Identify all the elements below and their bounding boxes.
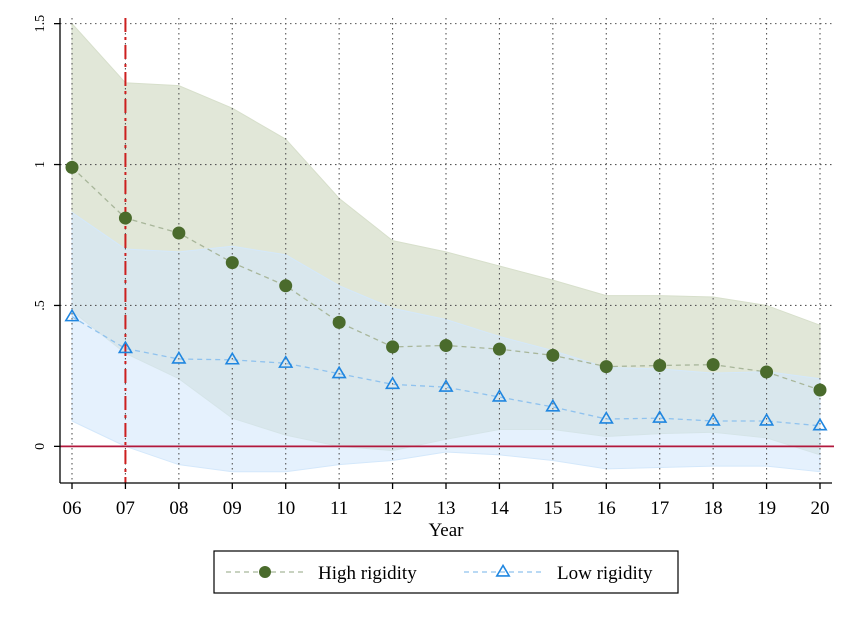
point-1-06 (64, 308, 80, 322)
point-0-17 (653, 358, 667, 372)
legend-label-low-rigidity: Low rigidity (557, 563, 653, 584)
point-0-12 (386, 340, 400, 354)
x-tick-label-08: 08 (169, 498, 188, 519)
point-1-16 (598, 410, 614, 424)
x-tick-label-07: 07 (116, 498, 135, 519)
point-1-08 (171, 350, 187, 364)
point-1-11 (331, 365, 347, 379)
x-tick-label-16: 16 (597, 498, 616, 519)
point-1-18 (705, 412, 721, 426)
x-tick-label-17: 17 (650, 498, 669, 519)
x-tick-label-10: 10 (276, 498, 295, 519)
y-tick-label-1: .5 (33, 300, 48, 311)
point-0-08 (172, 226, 186, 240)
point-0-10 (279, 279, 293, 293)
x-tick-label-09: 09 (223, 498, 242, 519)
point-0-18 (706, 358, 720, 372)
legend-box (213, 550, 679, 594)
y-tick-label-3: 1.5 (33, 15, 48, 33)
x-tick-label-20: 20 (811, 498, 830, 519)
x-axis-title: Year (428, 520, 464, 541)
x-tick-label-14: 14 (490, 498, 510, 519)
point-1-09 (224, 351, 240, 365)
point-1-13 (438, 379, 454, 392)
legend-marker-high-rigidity (259, 566, 271, 578)
point-0-07 (118, 211, 132, 225)
point-1-20 (812, 417, 828, 431)
legend-label-high-rigidity: High rigidity (318, 563, 417, 584)
point-0-13 (439, 338, 453, 352)
x-tick-label-19: 19 (757, 498, 776, 519)
x-tick-label-11: 11 (330, 498, 348, 519)
x-tick-label-12: 12 (383, 498, 402, 519)
point-1-07 (117, 340, 134, 354)
point-0-20 (813, 383, 827, 397)
point-0-16 (599, 360, 613, 374)
point-1-19 (758, 412, 775, 426)
point-0-09 (225, 256, 239, 270)
x-tick-label-18: 18 (704, 498, 723, 519)
point-1-17 (652, 410, 668, 423)
point-0-06 (65, 160, 79, 174)
x-tick-label-06: 06 (63, 498, 82, 519)
point-1-10 (278, 355, 294, 368)
legend-marker-low-rigidity (495, 563, 511, 577)
point-0-15 (546, 348, 560, 362)
point-1-15 (545, 398, 561, 412)
x-tick-label-15: 15 (543, 498, 562, 519)
point-0-19 (760, 365, 774, 379)
x-tick-label-13: 13 (437, 498, 456, 519)
y-tick-label-2: 1 (33, 161, 48, 168)
point-1-12 (384, 376, 401, 390)
point-1-14 (491, 388, 508, 402)
point-0-11 (332, 315, 346, 329)
y-tick-label-0: 0 (33, 443, 48, 450)
point-0-14 (492, 342, 506, 356)
